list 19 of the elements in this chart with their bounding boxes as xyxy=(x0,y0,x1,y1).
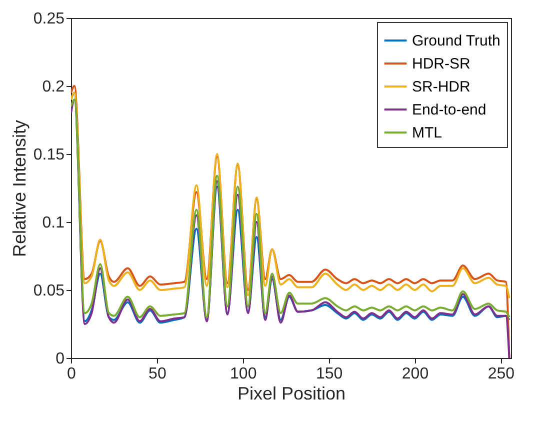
legend-label: HDR-SR xyxy=(412,56,470,72)
y-tick-label: 0.1 xyxy=(42,214,65,232)
y-tick-label: 0.2 xyxy=(42,78,65,96)
legend-label: MTL xyxy=(412,124,442,142)
x-tick-label: 150 xyxy=(316,366,343,382)
y-tick-label: 0.15 xyxy=(33,146,65,164)
y-tick-label: 0 xyxy=(56,350,65,368)
legend-label: Ground Truth xyxy=(412,32,500,50)
x-tick-label: 200 xyxy=(402,366,429,382)
y-tick-label: 0.25 xyxy=(33,10,65,28)
x-tick-label: 100 xyxy=(230,366,257,382)
legend-label: End-to-end xyxy=(412,102,486,118)
y-axis-title: Relative Intensity xyxy=(9,120,30,258)
x-tick-label: 50 xyxy=(148,366,166,382)
y-tick-label: 0.05 xyxy=(33,282,65,300)
x-axis-title: Pixel Position xyxy=(237,384,346,404)
x-tick-label: 250 xyxy=(488,366,515,382)
x-tick-label: 0 xyxy=(67,366,76,382)
legend-label: SR-HDR xyxy=(412,78,470,96)
